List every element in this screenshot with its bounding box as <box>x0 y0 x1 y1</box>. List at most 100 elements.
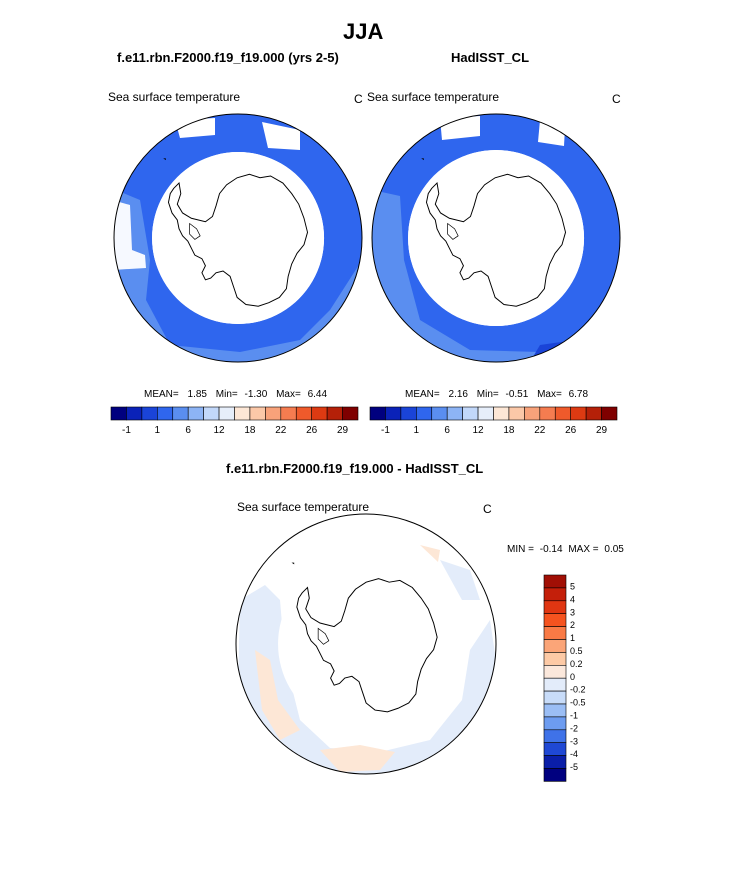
diff-colorbar-swatch <box>543 639 567 653</box>
right-colorbar-swatch <box>601 406 618 421</box>
diff-colorbar: 5 4 3 2 1 0.5 0.2 0 -0.2 -0.5 -1 -2 -3 -4 -5 <box>543 574 586 782</box>
right-colorbar-swatch <box>554 406 571 421</box>
left-variable-label: Sea surface temperature <box>108 90 241 104</box>
left-colorbar-tick-label: 18 <box>244 425 256 436</box>
diff-max-label: MAX = <box>568 544 599 555</box>
right-colorbar-swatch <box>446 406 463 421</box>
left-colorbar-swatch <box>218 406 235 421</box>
left-colorbar-swatch <box>326 406 343 421</box>
left-min-value: -1.30 <box>244 389 268 400</box>
diff-colorbar-swatch <box>543 664 567 679</box>
right-colorbar-tick-label: 1 <box>414 425 420 436</box>
diff-colorbar-swatch <box>543 574 567 589</box>
right-colorbar-swatch <box>462 406 479 421</box>
diff-colorbar-label: 0 <box>570 672 575 682</box>
right-colorbar-tick-label: 6 <box>444 425 450 436</box>
right-min-label: Min= <box>476 389 499 400</box>
diff-colorbar-label: 4 <box>570 594 575 604</box>
diff-colorbar-swatch <box>543 729 567 743</box>
left-colorbar-swatch <box>126 406 143 421</box>
diff-variable-label: Sea surface temperature <box>237 500 370 514</box>
left-colorbar: -1 1 6 12 18 22 26 29 <box>110 406 359 436</box>
right-colorbar-swatch <box>539 406 556 421</box>
left-mean-label: MEAN= <box>144 389 179 400</box>
diff-colorbar-label: -0.5 <box>570 698 586 708</box>
diff-colorbar-label: -4 <box>570 749 578 759</box>
right-colorbar-swatch <box>431 406 448 421</box>
right-colorbar-swatch <box>477 406 494 421</box>
diff-colorbar-swatch <box>543 742 567 756</box>
left-colorbar-tick-label: 6 <box>185 425 191 436</box>
left-colorbar-swatch <box>234 406 251 421</box>
left-mean-value: 1.85 <box>187 389 207 400</box>
diff-colorbar-label: -5 <box>570 762 578 772</box>
diff-colorbar-label: 0.5 <box>570 646 583 656</box>
left-case-title: f.e11.rbn.F2000.f19_f19.000 (yrs 2-5) <box>117 50 339 65</box>
diff-colorbar-label: 3 <box>570 607 575 617</box>
diff-title: f.e11.rbn.F2000.f19_f19.000 - HadISST_CL <box>226 461 484 476</box>
left-colorbar-swatch <box>311 406 328 421</box>
diff-colorbar-swatch <box>543 626 567 640</box>
left-colorbar-swatch <box>110 406 127 421</box>
diff-colorbar-swatch <box>543 690 567 705</box>
left-colorbar-swatch <box>280 406 297 421</box>
right-colorbar-tick-label: 18 <box>503 425 515 436</box>
left-colorbar-tick-label: 29 <box>337 425 349 436</box>
left-colorbar-swatch <box>157 406 174 421</box>
diff-max-value: 0.05 <box>604 544 624 555</box>
left-colorbar-swatch <box>141 406 158 421</box>
right-mean-label: MEAN= <box>405 389 440 400</box>
diff-colorbar-swatch <box>543 677 567 692</box>
left-colorbar-tick-label: 22 <box>275 425 287 436</box>
diff-colorbar-label: -3 <box>570 736 578 746</box>
right-colorbar-swatch <box>400 406 417 421</box>
right-colorbar-tick-label: -1 <box>381 425 390 436</box>
left-max-label: Max= <box>276 389 301 400</box>
right-max-label: Max= <box>537 389 562 400</box>
diff-colorbar-label: -0.2 <box>570 685 586 695</box>
left-colorbar-swatch <box>265 406 282 421</box>
diff-colorbar-swatch <box>543 716 567 731</box>
diff-minmax: MIN = -0.14 MAX = 0.05 <box>507 544 624 555</box>
left-colorbar-swatch <box>249 406 266 421</box>
right-colorbar-tick-label: 29 <box>596 425 608 436</box>
right-max-value: 6.78 <box>568 389 589 400</box>
right-colorbar: -1 1 6 12 18 22 26 29 <box>369 406 618 436</box>
diff-map <box>235 513 497 775</box>
right-colorbar-swatch <box>570 406 587 421</box>
right-colorbar-tick-label: 12 <box>473 425 485 436</box>
right-colorbar-tick-label: 22 <box>534 425 546 436</box>
diff-colorbar-label: -1 <box>570 710 578 720</box>
left-colorbar-swatch <box>203 406 220 421</box>
left-colorbar-tick-label: 12 <box>214 425 226 436</box>
left-min-label: Min= <box>215 389 238 400</box>
right-mean-value: 2.16 <box>448 389 468 400</box>
right-min-value: -0.51 <box>505 389 529 400</box>
left-stats: MEAN= 1.85 Min= -1.30 Max= 6.44 <box>144 389 327 400</box>
left-colorbar-swatch <box>172 406 189 421</box>
right-colorbar-swatch <box>416 406 433 421</box>
diff-colorbar-label: 0.2 <box>570 659 583 669</box>
diff-colorbar-swatch <box>543 755 567 769</box>
diff-units-label: C <box>483 502 492 516</box>
right-colorbar-swatch <box>493 406 510 421</box>
right-case-title: HadISST_CL <box>451 50 530 65</box>
diff-min-label: MIN = <box>507 544 534 555</box>
left-colorbar-swatch <box>342 406 359 421</box>
diff-colorbar-label: 1 <box>570 633 575 643</box>
diff-colorbar-label: -2 <box>570 723 578 733</box>
diff-colorbar-swatch <box>543 768 567 782</box>
diff-min-value: -0.14 <box>539 544 563 555</box>
diff-colorbar-swatch <box>543 587 567 602</box>
left-colorbar-tick-label: 1 <box>155 425 161 436</box>
diff-colorbar-swatch <box>543 703 567 718</box>
right-stats: MEAN= 2.16 Min= -0.51 Max= 6.78 <box>405 389 588 400</box>
diff-colorbar-label: 2 <box>570 620 575 630</box>
diff-colorbar-label: 5 <box>570 581 575 591</box>
diff-colorbar-swatch <box>543 652 567 666</box>
right-colorbar-swatch <box>508 406 525 421</box>
right-colorbar-swatch <box>385 406 402 421</box>
right-variable-label: Sea surface temperature <box>367 90 500 104</box>
diff-colorbar-swatch <box>543 600 567 614</box>
